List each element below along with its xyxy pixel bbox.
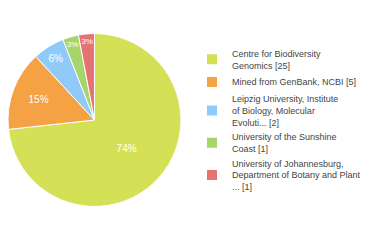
svg-text:University of the SunshineCoas: University of the SunshineCoast [1] <box>232 132 337 154</box>
svg-text:3%: 3% <box>67 40 79 49</box>
svg-text:Leipzig University, Instituteo: Leipzig University, Instituteof Biology,… <box>232 94 338 127</box>
svg-text:Centre for BiodiversityGenomic: Centre for BiodiversityGenomics [25] <box>232 49 321 71</box>
svg-text:15%: 15% <box>29 94 49 105</box>
svg-text:Mined from GenBank, NCBI [5]: Mined from GenBank, NCBI [5] <box>232 77 356 87</box>
svg-text:University of Johannesburg,Dep: University of Johannesburg,Department of… <box>232 159 361 192</box>
svg-text:6%: 6% <box>48 53 63 64</box>
svg-text:3%: 3% <box>81 37 93 46</box>
svg-text:74%: 74% <box>117 143 137 154</box>
